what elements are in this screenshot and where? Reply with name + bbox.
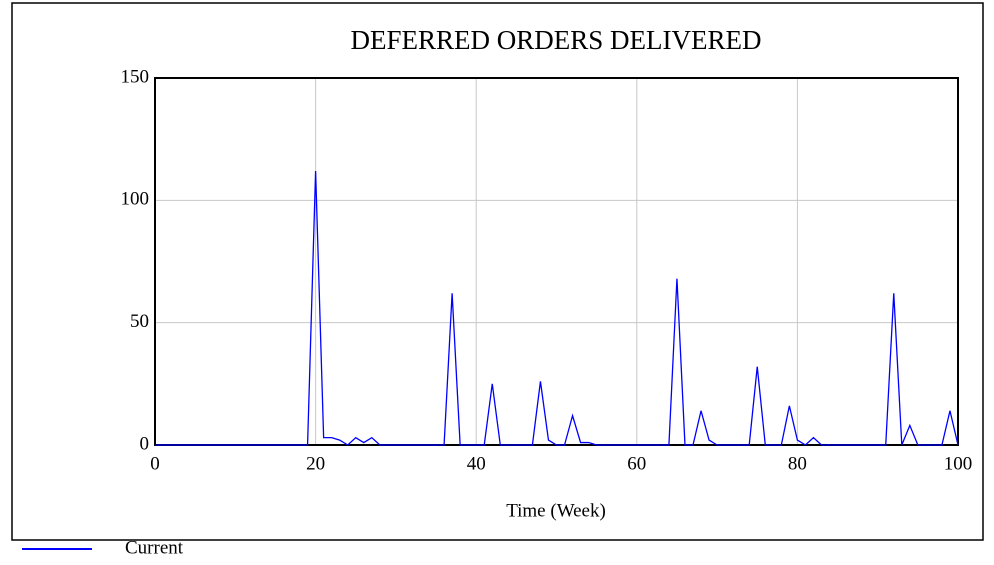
x-tick-label: 0 [150, 453, 160, 474]
x-tick-label: 100 [944, 453, 973, 474]
x-tick-label: 80 [788, 453, 807, 474]
legend-label: Current [125, 537, 184, 558]
x-tick-label: 60 [627, 453, 646, 474]
plot-border [154, 77, 959, 446]
frame [11, 2, 984, 541]
y-tick-label: 100 [121, 189, 150, 210]
y-tick-label: 0 [140, 433, 150, 454]
x-tick-label: 40 [467, 453, 486, 474]
chart-title: DEFERRED ORDERS DELIVERED [351, 25, 762, 55]
data-line [155, 170, 959, 446]
y-tick-label: 150 [121, 66, 150, 87]
x-axis-label: Time (Week) [506, 500, 606, 521]
y-tick-label: 50 [130, 311, 149, 332]
x-tick-label: 20 [306, 453, 325, 474]
